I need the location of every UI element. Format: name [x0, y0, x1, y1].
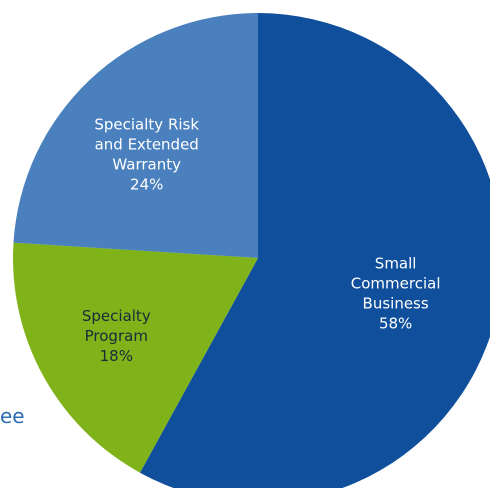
slice-label-line: Small	[375, 254, 417, 272]
slice-value-label-1: 18%	[100, 347, 133, 365]
slice-label-line: Warranty	[112, 155, 181, 173]
slice-label-line: Specialty Risk	[94, 115, 199, 133]
pie-slice-0	[139, 13, 490, 488]
slice-label-line: Program	[85, 327, 148, 345]
pie-slice-2	[13, 13, 258, 258]
slice-label-line: Business	[363, 294, 429, 312]
slice-value-label-0: 58%	[379, 314, 412, 332]
slice-label-1: Specialty Program 18%	[82, 307, 151, 365]
pie-slice-1	[13, 242, 259, 473]
slice-label-2: Specialty Risk and Extended Warranty 24%	[94, 115, 199, 193]
slice-label-line: Commercial	[351, 274, 441, 292]
slice-value-label-2: 24%	[130, 175, 163, 193]
partial-text-fragment: ee	[0, 404, 25, 428]
slice-label-0: Small Commercial Business 58%	[351, 254, 441, 332]
slice-label-line: Specialty	[82, 307, 151, 325]
slice-label-line: and Extended	[95, 135, 199, 153]
